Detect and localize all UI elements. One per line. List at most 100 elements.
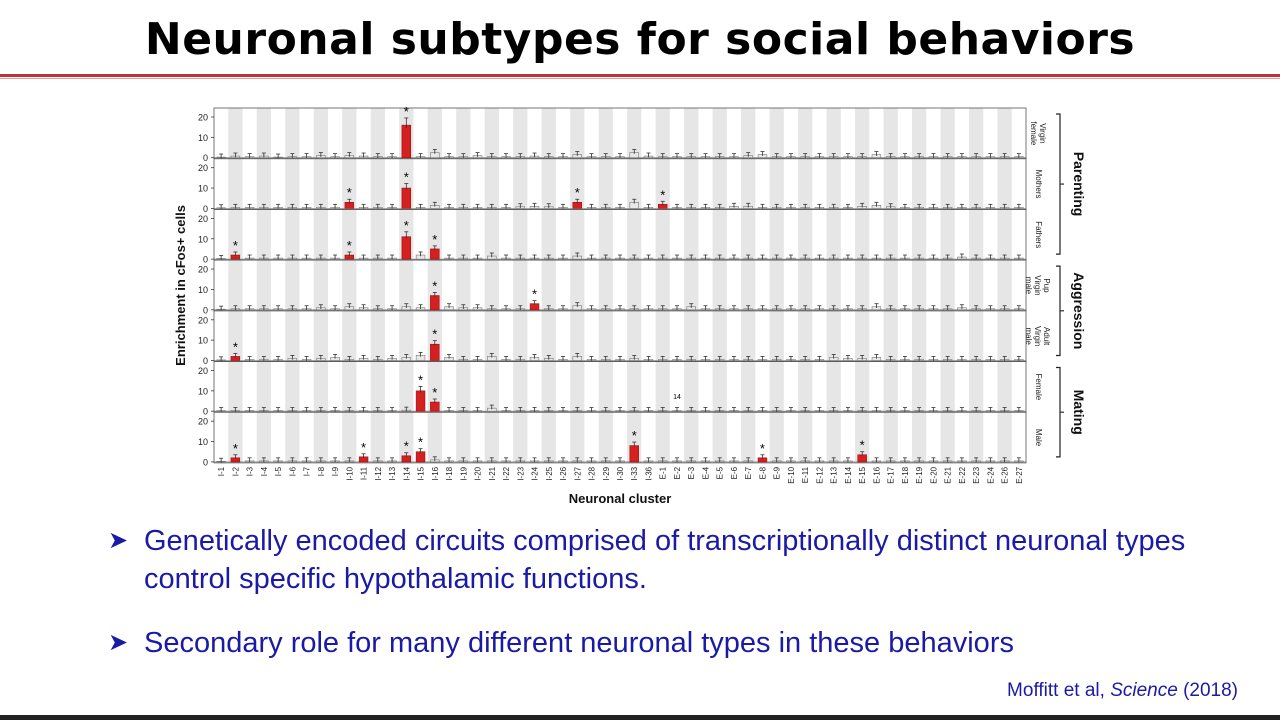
significance-star: * bbox=[404, 439, 409, 454]
x-tick-label: I-14 bbox=[402, 466, 411, 480]
y-tick-label: 10 bbox=[198, 386, 208, 396]
x-tick-label: E-20 bbox=[929, 466, 938, 483]
column-stripe bbox=[655, 108, 670, 463]
significance-star: * bbox=[233, 238, 238, 253]
row-label-line: Female bbox=[1034, 374, 1043, 401]
y-tick-label: 20 bbox=[198, 214, 208, 224]
x-tick-label: I-25 bbox=[545, 466, 554, 480]
row-label: AdultVirginmale bbox=[1024, 326, 1051, 346]
x-tick-label: E-22 bbox=[958, 466, 967, 483]
x-tick-label: E-6 bbox=[730, 466, 739, 479]
citation-authors: Moffitt et al, bbox=[1007, 680, 1111, 701]
significance-star: * bbox=[233, 441, 238, 456]
group-label: Parenting bbox=[1071, 152, 1087, 217]
x-tick-label: E-24 bbox=[986, 466, 995, 483]
bullet-list: ➤ Genetically encoded circuits comprised… bbox=[108, 522, 1228, 688]
bar bbox=[430, 295, 440, 311]
x-tick-label: I-20 bbox=[474, 466, 483, 480]
slide-title: Neuronal subtypes for social behaviors bbox=[144, 14, 1136, 65]
column-stripe bbox=[256, 108, 271, 463]
x-tick-label: E-19 bbox=[915, 466, 924, 483]
column-stripe bbox=[769, 108, 784, 463]
y-tick-label: 10 bbox=[198, 234, 208, 244]
panel-frame bbox=[213, 411, 1027, 464]
x-tick-label: E-8 bbox=[758, 466, 767, 479]
x-tick-label: I-27 bbox=[573, 466, 582, 480]
bullet-item: ➤ Secondary role for many different neur… bbox=[108, 624, 1228, 662]
x-tick-label: I-12 bbox=[374, 466, 383, 480]
row-label: PupVirginmale bbox=[1024, 275, 1051, 295]
column-stripe bbox=[228, 108, 243, 463]
panel-frame bbox=[213, 259, 1027, 312]
x-tick-label: I-8 bbox=[317, 466, 326, 476]
significance-star: * bbox=[632, 428, 637, 443]
panel-frame bbox=[213, 310, 1027, 362]
row-label: Virginfemale bbox=[1029, 121, 1047, 146]
x-tick-label: I-15 bbox=[417, 466, 426, 480]
bar-annotation: 14 bbox=[673, 394, 681, 401]
column-stripe bbox=[627, 108, 642, 463]
x-tick-label: E-23 bbox=[972, 466, 981, 483]
row-label-line: Adult bbox=[1042, 327, 1051, 346]
group-bracket bbox=[1056, 366, 1064, 458]
x-tick-label: I-10 bbox=[345, 466, 354, 480]
x-tick-label: E-15 bbox=[858, 466, 867, 483]
column-stripe bbox=[883, 108, 898, 463]
significance-star: * bbox=[418, 435, 423, 450]
y-tick-label: 20 bbox=[198, 163, 208, 173]
significance-star: * bbox=[860, 438, 865, 453]
x-tick-label: E-5 bbox=[716, 466, 725, 479]
x-tick-label: I-22 bbox=[502, 466, 511, 480]
x-tick-label: I-26 bbox=[559, 466, 568, 480]
significance-star: * bbox=[233, 339, 238, 354]
y-tick-label: 0 bbox=[203, 305, 208, 315]
x-tick-label: I-4 bbox=[260, 466, 269, 476]
row-label-line: male bbox=[1024, 277, 1033, 295]
significance-star: * bbox=[432, 327, 437, 342]
column-stripe bbox=[484, 108, 499, 463]
x-tick-label: I-1 bbox=[217, 466, 226, 476]
citation-year: (2018) bbox=[1177, 680, 1238, 701]
group-label: Mating bbox=[1071, 390, 1087, 435]
column-stripe bbox=[712, 108, 727, 463]
significance-star: * bbox=[575, 185, 580, 200]
significance-star: * bbox=[404, 170, 409, 185]
column-stripe bbox=[427, 108, 442, 463]
y-tick-label: 0 bbox=[203, 204, 208, 214]
column-stripe bbox=[370, 108, 385, 463]
bullet-text: Genetically encoded circuits comprised o… bbox=[144, 525, 1186, 595]
x-tick-label: E-11 bbox=[801, 466, 810, 483]
x-tick-label: I-6 bbox=[288, 466, 297, 476]
x-tick-label: E-17 bbox=[887, 466, 896, 483]
bar bbox=[430, 248, 440, 260]
row-label-line: Virgin bbox=[1033, 275, 1042, 295]
panel-frame bbox=[213, 209, 1027, 261]
x-tick-label: E-7 bbox=[744, 466, 753, 479]
y-tick-label: 20 bbox=[198, 417, 208, 427]
bullet-text: Secondary role for many different neuron… bbox=[144, 627, 1014, 659]
row-label: Female bbox=[1034, 374, 1043, 401]
x-tick-label: I-7 bbox=[303, 466, 312, 476]
bar bbox=[430, 401, 440, 412]
column-stripe bbox=[997, 108, 1012, 463]
column-stripe bbox=[798, 108, 813, 463]
arrowhead-bullet-icon: ➤ bbox=[108, 629, 129, 656]
column-stripe bbox=[541, 108, 556, 463]
bar bbox=[401, 187, 412, 209]
citation-journal: Science bbox=[1110, 680, 1178, 701]
x-axis-title: Neuronal cluster bbox=[569, 491, 672, 506]
y-tick-label: 0 bbox=[203, 407, 208, 417]
title-underline-shadow bbox=[0, 78, 1280, 79]
row-label-line: Virgin bbox=[1038, 123, 1047, 143]
citation: Moffitt et al, Science (2018) bbox=[1007, 680, 1238, 702]
row-label-line: Mothers bbox=[1034, 170, 1043, 199]
x-tick-label: I-5 bbox=[274, 466, 283, 476]
row-label-line: male bbox=[1024, 327, 1033, 345]
y-tick-label: 20 bbox=[198, 366, 208, 376]
bar bbox=[415, 451, 426, 463]
x-tick-label: I-36 bbox=[644, 466, 653, 480]
x-tick-label: I-9 bbox=[331, 466, 340, 476]
x-tick-label: E-3 bbox=[687, 466, 696, 479]
column-stripe bbox=[598, 108, 613, 463]
y-tick-label: 0 bbox=[203, 255, 208, 265]
